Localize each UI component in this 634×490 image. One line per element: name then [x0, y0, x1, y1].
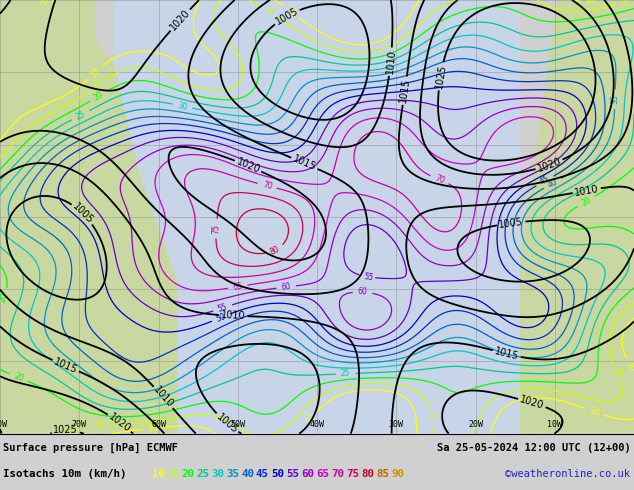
Text: Isotachs 10m (km/h): Isotachs 10m (km/h) — [3, 469, 127, 479]
Text: 20: 20 — [13, 371, 25, 383]
Text: 1020: 1020 — [168, 7, 192, 32]
Text: 1020: 1020 — [536, 156, 562, 174]
Text: 1010: 1010 — [384, 49, 397, 74]
Text: 1020: 1020 — [235, 157, 261, 175]
Text: 45: 45 — [256, 469, 269, 479]
Text: 15: 15 — [94, 420, 105, 430]
Text: 65: 65 — [316, 469, 329, 479]
Text: Sa 25-05-2024 12:00 UTC (12+00): Sa 25-05-2024 12:00 UTC (12+00) — [437, 443, 631, 453]
Text: 1005: 1005 — [214, 412, 240, 435]
Polygon shape — [0, 0, 178, 434]
Text: 1010: 1010 — [574, 184, 600, 197]
Text: 15: 15 — [262, 5, 276, 18]
Text: 90: 90 — [391, 469, 404, 479]
Text: 75: 75 — [346, 469, 359, 479]
Text: 55: 55 — [363, 272, 375, 282]
Text: 20: 20 — [579, 195, 593, 208]
Text: 25: 25 — [340, 369, 351, 378]
Text: 15: 15 — [166, 469, 179, 479]
Text: 80W: 80W — [0, 420, 8, 429]
Text: 30: 30 — [211, 469, 224, 479]
Text: 70: 70 — [433, 173, 446, 186]
Text: 10: 10 — [152, 469, 165, 479]
Text: 50W: 50W — [230, 420, 245, 429]
Text: 60: 60 — [281, 282, 292, 292]
Text: 1020: 1020 — [107, 412, 133, 434]
Text: 1015: 1015 — [291, 154, 318, 173]
Text: 15: 15 — [611, 366, 623, 378]
Text: 1015: 1015 — [53, 356, 79, 375]
Text: 70: 70 — [261, 180, 273, 192]
Text: 1005: 1005 — [498, 217, 524, 230]
Text: 25: 25 — [74, 109, 87, 122]
Text: 20: 20 — [0, 292, 10, 304]
Text: 50: 50 — [271, 469, 284, 479]
Text: 10: 10 — [585, 0, 595, 5]
Text: 10: 10 — [89, 66, 102, 79]
Text: 15: 15 — [426, 412, 436, 423]
Text: 55: 55 — [286, 469, 299, 479]
Text: 35: 35 — [226, 469, 239, 479]
Text: 10: 10 — [284, 5, 297, 18]
Text: 20: 20 — [181, 469, 194, 479]
Text: 20: 20 — [92, 90, 105, 102]
Text: 55: 55 — [217, 302, 229, 314]
Text: 15: 15 — [619, 0, 631, 8]
Text: 1010: 1010 — [152, 385, 175, 410]
Polygon shape — [520, 0, 634, 434]
Text: Surface pressure [hPa] ECMWF: Surface pressure [hPa] ECMWF — [3, 442, 178, 453]
Text: 80: 80 — [361, 469, 374, 479]
Text: 10W: 10W — [547, 420, 562, 429]
Text: 1010: 1010 — [221, 310, 246, 321]
Text: 40W: 40W — [309, 420, 325, 429]
Text: 70W: 70W — [72, 420, 87, 429]
Text: 70: 70 — [331, 469, 344, 479]
Text: 45: 45 — [538, 174, 552, 187]
Bar — [114, 0, 520, 434]
Text: 1020: 1020 — [519, 394, 545, 411]
Text: 30W: 30W — [389, 420, 404, 429]
Text: 1025: 1025 — [434, 63, 448, 89]
Text: 1015: 1015 — [398, 78, 411, 103]
Text: 80: 80 — [268, 245, 281, 257]
Polygon shape — [0, 0, 95, 195]
Text: 85: 85 — [376, 469, 389, 479]
Text: 35: 35 — [611, 94, 619, 104]
Text: ©weatheronline.co.uk: ©weatheronline.co.uk — [505, 469, 630, 479]
Text: 1005: 1005 — [70, 201, 95, 226]
Text: 30: 30 — [177, 100, 188, 111]
Text: 10: 10 — [588, 406, 600, 418]
Text: 60: 60 — [301, 469, 314, 479]
Text: 60: 60 — [358, 288, 368, 297]
Text: 20W: 20W — [468, 420, 483, 429]
Text: 60W: 60W — [151, 420, 166, 429]
Text: 10: 10 — [37, 0, 48, 8]
Text: 10: 10 — [624, 360, 634, 373]
Text: 40: 40 — [546, 177, 559, 190]
Text: 1025: 1025 — [53, 425, 78, 436]
Text: 15: 15 — [91, 79, 105, 92]
Text: 1015: 1015 — [494, 346, 520, 362]
Text: 50: 50 — [215, 312, 228, 323]
Text: 65: 65 — [232, 281, 243, 292]
Text: 25: 25 — [196, 469, 209, 479]
Text: 1005: 1005 — [274, 6, 300, 27]
Text: 40: 40 — [241, 469, 254, 479]
Text: 10: 10 — [147, 423, 158, 433]
Text: 75: 75 — [212, 223, 221, 234]
Text: 10: 10 — [305, 413, 318, 426]
